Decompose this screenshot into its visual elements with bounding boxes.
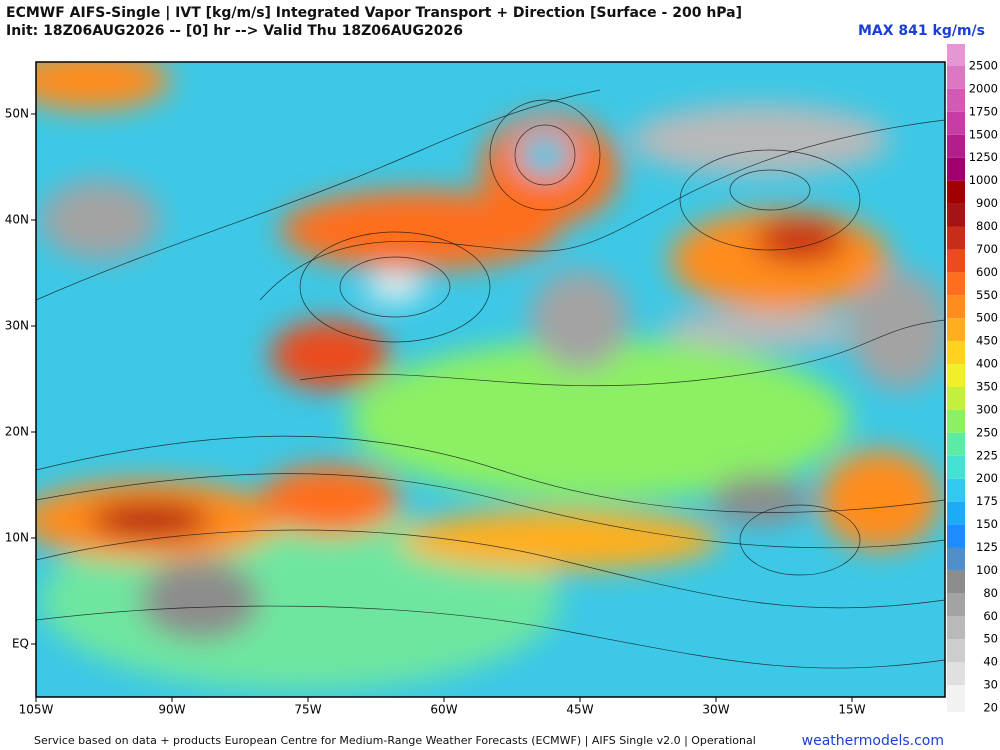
streamlines	[36, 89, 945, 669]
colorbar-label: 50	[983, 632, 998, 646]
colorbar-swatch	[947, 295, 965, 319]
colorbar-swatch	[947, 364, 965, 387]
colorbar-swatch	[947, 524, 965, 548]
lat-label: 30N	[5, 319, 29, 333]
colorbar-swatch	[947, 501, 965, 525]
colorbar-label: 1250	[969, 150, 998, 164]
colorbar-swatch	[947, 409, 965, 433]
colorbar-swatch	[947, 226, 965, 250]
colorbar-swatch	[947, 387, 965, 410]
colorbar-label: 500	[976, 311, 998, 325]
colorbar-swatch	[947, 685, 965, 712]
map-frame	[35, 61, 946, 698]
colorbar-label: 600	[976, 265, 998, 279]
colorbar-label: 900	[976, 196, 998, 210]
colorbar-label: 200	[976, 471, 998, 485]
lat-label: 20N	[5, 425, 29, 439]
colorbar: 20 30 40 50 60 80 100 125 150 175 200 225 250 300 350 4…	[947, 44, 998, 715]
colorbar-label: 125	[976, 540, 998, 554]
colorbar-label: 1500	[969, 127, 998, 141]
colorbar-swatch	[947, 341, 965, 365]
lon-label: 90W	[158, 703, 185, 717]
subtitle: Init: 18Z06AUG2026 -- [0] hr --> Valid T…	[6, 23, 463, 39]
colorbar-swatch	[947, 455, 965, 479]
colorbar-swatch	[947, 44, 965, 66]
colorbar-label: 20	[983, 701, 998, 715]
colorbar-swatch	[947, 111, 965, 135]
colorbar-label: 250	[976, 425, 998, 439]
lat-label: 10N	[5, 531, 29, 545]
colorbar-label: 400	[976, 357, 998, 371]
colorbar-label: 350	[976, 380, 998, 394]
colorbar-label: 225	[976, 448, 998, 462]
colorbar-label: 100	[976, 563, 998, 577]
colorbar-label: 700	[976, 242, 998, 256]
colorbar-label: 30	[983, 678, 998, 692]
colorbar-swatch	[947, 593, 965, 617]
lon-label: 105W	[19, 703, 54, 717]
colorbar-label: 800	[976, 219, 998, 233]
colorbar-swatch	[947, 478, 965, 502]
colorbar-swatch	[947, 547, 965, 571]
colorbar-swatch	[947, 134, 965, 158]
colorbar-label: 1750	[969, 104, 998, 118]
lat-label: 50N	[5, 107, 29, 121]
lon-label: 60W	[430, 703, 457, 717]
colorbar-swatch	[947, 180, 965, 204]
colorbar-swatch	[947, 272, 965, 296]
colorbar-swatch	[947, 249, 965, 273]
colorbar-label: 2000	[969, 81, 998, 95]
footer-credit: Service based on data + products Europea…	[34, 734, 756, 747]
colorbar-label: 2500	[969, 59, 998, 73]
colorbar-swatch	[947, 66, 965, 89]
max-label: MAX 841 kg/m/s	[858, 23, 985, 39]
colorbar-swatch	[947, 570, 965, 594]
colorbar-swatch	[947, 662, 965, 686]
lon-label: 45W	[566, 703, 593, 717]
colorbar-swatch	[947, 203, 965, 227]
lon-label: 15W	[838, 703, 865, 717]
colorbar-label: 1000	[969, 173, 998, 187]
footer-site: weathermodels.com	[802, 733, 944, 749]
lon-label: 75W	[294, 703, 321, 717]
colorbar-swatch	[947, 88, 965, 112]
colorbar-swatch	[947, 157, 965, 181]
colorbar-label: 80	[983, 586, 998, 600]
colorbar-label: 150	[976, 517, 998, 531]
colorbar-label: 60	[983, 609, 998, 623]
colorbar-swatch	[947, 639, 965, 663]
colorbar-label: 40	[983, 655, 998, 669]
lat-label: 40N	[5, 213, 29, 227]
colorbar-label: 550	[976, 288, 998, 302]
lon-label: 30W	[702, 703, 729, 717]
colorbar-label: 300	[976, 402, 998, 416]
title: ECMWF AIFS-Single | IVT [kg/m/s] Integra…	[6, 5, 742, 21]
colorbar-swatch	[947, 432, 965, 456]
colorbar-label: 450	[976, 334, 998, 348]
ivt-field	[36, 62, 945, 697]
colorbar-label: 175	[976, 494, 998, 508]
lat-label: EQ	[12, 637, 29, 651]
colorbar-swatch	[947, 318, 965, 342]
colorbar-swatch	[947, 616, 965, 640]
